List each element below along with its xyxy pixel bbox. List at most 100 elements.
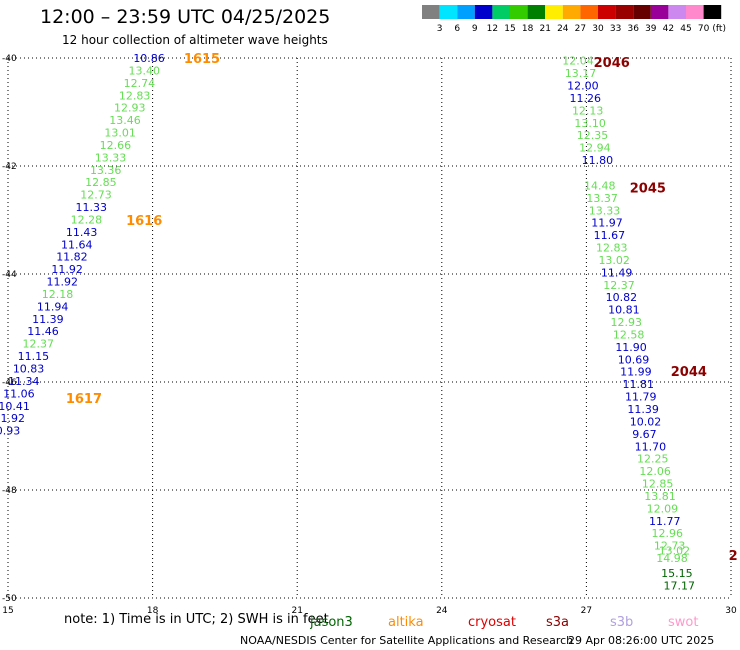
scale-label: 12 [487,24,498,34]
wave-height-label: 12.58 [613,328,645,341]
wave-height-label: 11.97 [591,217,623,230]
x-tick-label: 15 [2,606,13,616]
scale-label: 18 [522,24,534,34]
scale-swatch [457,5,475,19]
wave-height-label: 10.86 [133,52,165,65]
scale-label: 6 [454,24,460,34]
wave-height-label: 12.66 [100,139,132,152]
chart-subtitle: 12 hour collection of altimeter wave hei… [62,33,328,47]
wave-height-label: 11.67 [594,229,626,242]
scale-label: 30 [592,24,604,34]
wave-height-label: 17.17 [664,580,696,593]
wave-height-label: 12.83 [119,89,151,102]
track-time-label: 1617 [66,392,102,407]
scale-swatch [615,5,634,19]
scale-label: 21 [539,24,550,34]
track-time-label: 2046 [594,56,630,71]
wave-height-label: 14.48 [584,179,616,192]
y-tick-label: -42 [2,162,17,172]
scale-unit: (ft) [712,24,726,34]
scale-label: 42 [663,24,674,34]
wave-height-label: 12.06 [639,465,671,478]
wave-height-label: 14.98 [656,552,688,565]
wave-height-label: 11.81 [623,378,655,391]
x-tick-label: 27 [581,606,592,616]
wave-height-label: 11.06 [3,387,35,400]
wave-height-label: 13.33 [589,204,621,217]
scale-swatch [527,5,546,19]
wave-height-label: 13.02 [659,544,691,557]
wave-height-label: 13.17 [565,67,597,80]
wave-height-label: 10.02 [630,415,662,428]
scale-swatch [510,5,528,19]
wave-height-label: 11.15 [18,350,50,363]
wave-height-label: 11.70 [635,440,667,453]
wave-height-label: 12.00 [567,80,599,93]
generated-timestamp: 29 Apr 08:26:00 UTC 2025 [568,634,715,647]
scale-label: 70 [698,24,710,34]
wave-height-label: 12.85 [642,478,674,491]
wave-height-label: 11.80 [582,154,614,167]
wave-height-label: 13.37 [586,192,618,205]
wave-height-label: 11.92 [51,263,83,276]
wave-height-label: 12.37 [22,338,54,351]
scale-swatch [562,5,581,19]
wave-height-label: 12.93 [114,102,146,115]
wave-height-label: 12.94 [579,142,611,155]
wave-height-label: 10.81 [608,304,640,317]
wave-height-label: 11.26 [570,92,602,105]
satellite-cryosat-label: cryosat [468,615,516,630]
scale-swatch [598,5,616,19]
wave-height-label: 12.25 [637,453,669,466]
scale-label: 9 [472,24,478,34]
wave-height-label: 12.74 [124,77,155,90]
wave-height-label: 12.85 [85,176,117,189]
wave-height-label: 12.09 [647,502,679,515]
scale-label: 39 [645,24,657,34]
scale-swatch [580,5,598,19]
scale-swatch [439,5,458,19]
wave-height-label: 11.39 [627,403,659,416]
scale-swatch [668,5,686,19]
scale-swatch [422,5,440,19]
scale-swatch [545,5,563,19]
wave-height-label: 12.96 [651,527,683,540]
wave-height-label: 12.28 [71,213,103,226]
track-time-label: 2045 [630,182,666,197]
y-tick-label: -46 [2,378,17,388]
wave-height-label: 11.82 [56,251,87,264]
scale-label: 3 [437,24,443,34]
wave-height-label: 10.69 [618,353,650,366]
scale-label: 45 [680,24,691,34]
wave-height-label: 11.92 [47,276,78,289]
satellite-s3b-label: s3b [610,615,633,630]
y-tick-label: -50 [2,594,17,604]
scale-swatch [703,5,722,19]
scale-label: 15 [504,24,515,34]
scale-swatch [633,5,651,19]
track-time-label: 1616 [126,214,162,229]
satellite-jason3-label: jason3 [310,615,353,630]
wave-height-label: 11.34 [8,375,40,388]
x-tick-label: 24 [436,606,448,616]
wave-height-label: 11.39 [32,313,64,326]
satellite-legend: jason3 altika cryosat s3a s3b swot [310,615,698,630]
wave-height-label: 13.40 [129,64,161,77]
wave-height-label: 11.46 [27,325,58,338]
wave-height-label: 10.82 [606,291,638,304]
satellite-s3a-label: s3a [546,615,569,630]
y-tick-label: -44 [2,270,17,280]
wave-height-label: 11.92 [0,412,25,425]
scale-swatch [686,5,704,19]
x-tick-label: 21 [291,606,302,616]
wave-height-label: 11.79 [625,391,657,404]
wave-height-label: 9.67 [632,428,657,441]
chart-title: 12:00 – 23:59 UTC 04/25/2025 [40,6,331,28]
scale-swatch [650,5,669,19]
wave-height-label: 10.93 [0,425,20,438]
wave-height-label: 13.36 [90,164,122,177]
wave-height-label: 12.13 [572,104,604,117]
credit-line: NOAA/NESDIS Center for Satellite Applica… [240,634,574,647]
wave-height-label: 12.04 [562,55,594,68]
